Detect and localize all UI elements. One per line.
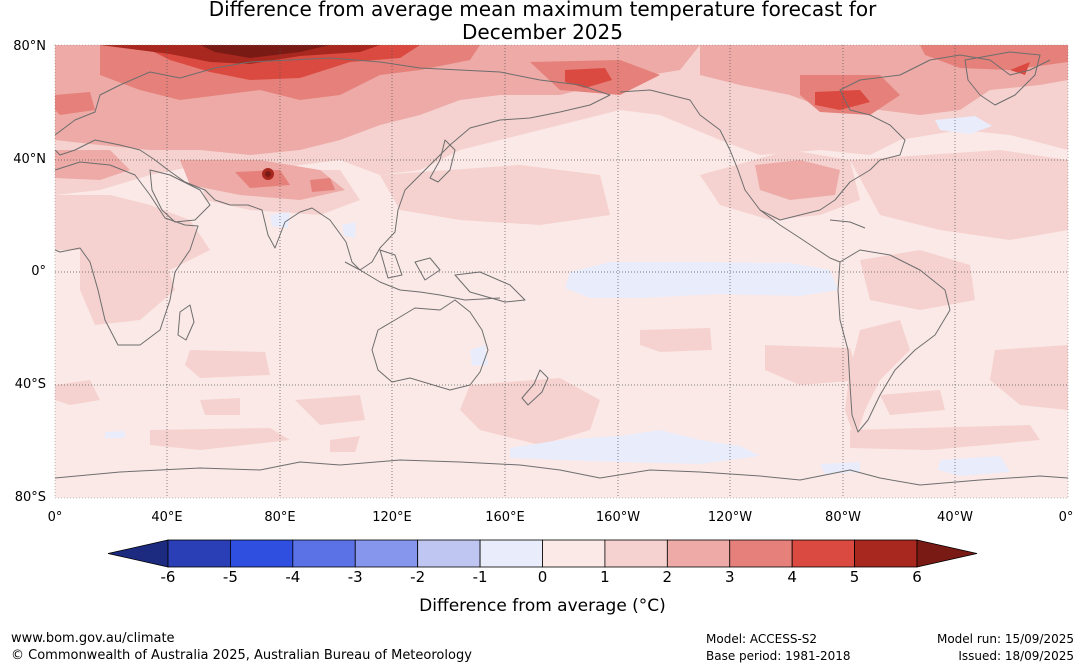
footer-model-run: Model run: 15/09/2025 — [936, 632, 1074, 646]
colorbar-tick-label: -6 — [160, 568, 176, 586]
lon-label-80w: 80°W — [825, 510, 861, 525]
madagascar-coastline — [177, 304, 195, 341]
colorbar-swatch — [854, 539, 918, 568]
lon-label-120e: 120°E — [372, 510, 412, 525]
footer-website[interactable]: www.bom.gov.au/climate — [11, 631, 175, 646]
anomaly-above-6-zones — [200, 45, 330, 177]
caribbean-coastline — [829, 219, 866, 229]
lon-label-40w: 40°W — [937, 510, 973, 525]
graticule — [55, 45, 1068, 498]
north-america-coastline — [619, 54, 1051, 221]
colorbar-swatch — [417, 539, 481, 568]
colorbar — [107, 539, 978, 568]
lat-label-80s: 80°S — [14, 490, 46, 505]
colorbar-swatch — [230, 539, 294, 568]
maritime-sea-coastlines — [344, 249, 526, 303]
colorbar-swatch — [542, 539, 606, 568]
colorbar-extend-high — [916, 539, 978, 568]
colorbar-swatch — [666, 539, 731, 568]
colorbar-tick-label: 5 — [849, 568, 860, 586]
anomaly-field — [55, 45, 1068, 498]
lat-label-80n: 80°N — [13, 39, 46, 54]
colorbar-tick-label: -5 — [222, 568, 238, 586]
colorbar-swatch — [167, 539, 231, 568]
colorbar-tick-label: 2 — [662, 568, 673, 586]
colorbar-tick-label: 3 — [724, 568, 735, 586]
lat-label-40s: 40°S — [14, 377, 46, 392]
anomaly-minus1-0-zones — [105, 116, 1010, 476]
colorbar-tick-label: -2 — [410, 568, 426, 586]
colorbar-tick-label: 1 — [600, 568, 610, 586]
colorbar-swatch — [791, 539, 855, 568]
coastlines — [55, 51, 1068, 486]
colorbar-tick-label: 0 — [537, 568, 548, 586]
africa-coastline — [55, 161, 199, 346]
footer-model: Model: ACCESS-S2 — [706, 632, 818, 646]
lat-label-40n: 40°N — [13, 152, 46, 167]
new-zealand-coastline — [521, 369, 549, 406]
colorbar-swatch — [354, 539, 419, 568]
eurasia-coastline — [55, 57, 611, 271]
colorbar-tick-label: 6 — [912, 568, 922, 586]
lon-label-80e: 80°E — [264, 510, 296, 525]
map-title-line1: Difference from average mean maximum tem… — [208, 0, 877, 21]
central-america-coastline — [759, 209, 841, 263]
colorbar-tick-label: -3 — [347, 568, 363, 586]
colorbar-tick-label: -1 — [472, 568, 488, 586]
colorbar-swatch — [292, 539, 356, 568]
colorbar-tick-label: -4 — [285, 568, 301, 586]
colorbar-swatch — [729, 539, 793, 568]
map-frame — [54, 44, 1069, 499]
colorbar-title: Difference from average (°C) — [419, 596, 666, 616]
lat-label-0: 0° — [31, 264, 46, 279]
colorbar-extend-low — [107, 539, 169, 568]
colorbar-swatch — [604, 539, 668, 568]
lon-label-0-east: 0° — [1058, 510, 1074, 525]
colorbar-swatch — [479, 539, 543, 568]
colorbar-tick-label: 4 — [787, 568, 797, 586]
lon-label-120w: 120°W — [707, 510, 753, 525]
map-title-line2: December 2025 — [462, 20, 623, 44]
lon-label-160e: 160°E — [485, 510, 525, 525]
lon-label-40e: 40°E — [151, 510, 183, 525]
antarctica-coastline — [55, 459, 1068, 486]
australia-coastline — [371, 299, 489, 391]
lon-label-0-west: 0° — [47, 510, 63, 525]
footer-issued: Issued: 18/09/2025 — [958, 649, 1074, 663]
lon-label-160w: 160°W — [595, 510, 641, 525]
south-america-coastline — [837, 249, 951, 433]
greenland-coastline — [964, 51, 1041, 106]
footer-base-period: Base period: 1981-2018 — [706, 649, 851, 663]
arabia-coastline — [149, 169, 211, 223]
footer-copyright: © Commonwealth of Australia 2025, Austra… — [11, 648, 472, 663]
